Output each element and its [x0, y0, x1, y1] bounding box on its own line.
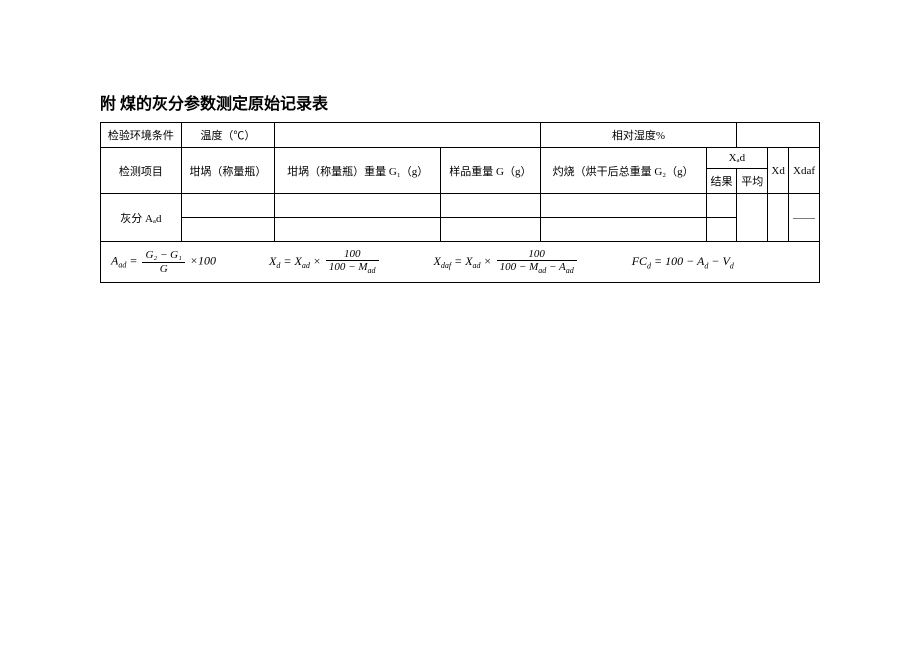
cell-xdaf-dash: ——	[789, 194, 820, 242]
cell-xd	[768, 194, 789, 242]
header-crucible-weight: 坩埚（称量瓶）重量 G₁（g）	[275, 148, 441, 194]
header-xdaf: Xdaf	[789, 148, 820, 194]
cell-g2-1	[540, 194, 706, 218]
data-row-1: 灰分 Aₐd ——	[101, 194, 820, 218]
page: 附 煤的灰分参数测定原始记录表 检验环境条件 温度（℃） 相对湿度% 检测项目 …	[0, 0, 920, 283]
header-crucible: 坩埚（称量瓶）	[181, 148, 274, 194]
cell-g-1	[441, 194, 540, 218]
cell-result-2	[706, 218, 737, 242]
header-burn-weight: 灼烧（烘干后总重量 G₂（g）	[540, 148, 706, 194]
cell-g1-1	[275, 194, 441, 218]
humidity-label: 相对湿度%	[540, 123, 737, 148]
header-row-1: 检测项目 坩埚（称量瓶） 坩埚（称量瓶）重量 G₁（g） 样品重量 G（g） 灼…	[101, 148, 820, 169]
header-xd: Xd	[768, 148, 789, 194]
formula-row: Aad = G₂ − G₁G ×100 Xd = Xad × 100100 − …	[101, 242, 820, 283]
cell-g1-2	[275, 218, 441, 242]
cell-crucible-2	[181, 218, 274, 242]
formula-1: Aad = G₂ − G₁G ×100	[111, 249, 216, 274]
conditions-row: 检验环境条件 温度（℃） 相对湿度%	[101, 123, 820, 148]
humidity-value	[737, 123, 820, 148]
cell-g-2	[441, 218, 540, 242]
ash-label: 灰分 Aₐd	[101, 194, 182, 242]
conditions-label: 检验环境条件	[101, 123, 182, 148]
header-average: 平均	[737, 169, 768, 194]
header-xad: Xₐd	[706, 148, 767, 169]
header-result: 结果	[706, 169, 737, 194]
formula-3: Xdaf = Xad × 100100 − Mad − Aad	[434, 248, 579, 276]
temp-value	[275, 123, 540, 148]
formula-2: Xd = Xad × 100100 − Mad	[269, 248, 380, 276]
formula-cell: Aad = G₂ − G₁G ×100 Xd = Xad × 100100 − …	[101, 242, 820, 283]
formula-4: FCd = 100 − Ad − Vd	[632, 254, 734, 270]
header-item: 检测项目	[101, 148, 182, 194]
data-row-2	[101, 218, 820, 242]
cell-average	[737, 194, 768, 242]
cell-g2-2	[540, 218, 706, 242]
record-table: 检验环境条件 温度（℃） 相对湿度% 检测项目 坩埚（称量瓶） 坩埚（称量瓶）重…	[100, 122, 820, 283]
header-sample-weight: 样品重量 G（g）	[441, 148, 540, 194]
cell-result-1	[706, 194, 737, 218]
cell-crucible-1	[181, 194, 274, 218]
page-title: 附 煤的灰分参数测定原始记录表	[100, 90, 820, 114]
temp-label: 温度（℃）	[181, 123, 274, 148]
